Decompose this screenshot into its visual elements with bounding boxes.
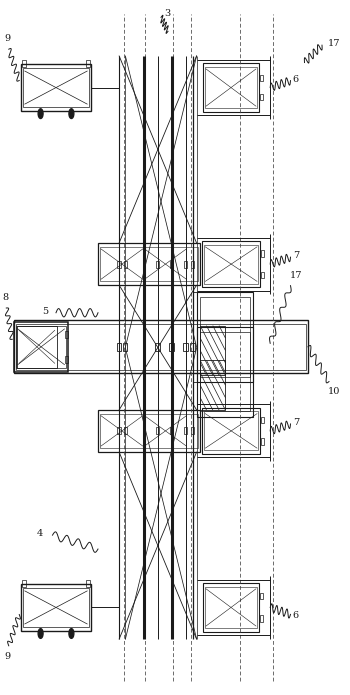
Circle shape	[69, 628, 74, 638]
Bar	[200, 326, 225, 375]
Bar	[191, 261, 194, 268]
Text: 6: 6	[293, 75, 299, 83]
Bar	[170, 427, 173, 434]
Text: 3: 3	[164, 10, 170, 18]
Bar	[86, 580, 90, 587]
Bar	[117, 261, 121, 268]
Bar	[100, 247, 198, 281]
Text: 7: 7	[293, 418, 299, 427]
Bar	[156, 427, 159, 434]
Bar	[22, 60, 26, 67]
Bar	[16, 324, 306, 370]
Bar	[205, 67, 257, 108]
Bar	[199, 297, 250, 377]
Bar	[261, 250, 264, 256]
Text: 6: 6	[293, 612, 299, 620]
Bar	[155, 343, 160, 351]
Bar	[204, 245, 258, 284]
Bar	[21, 64, 91, 111]
Text: 9: 9	[5, 34, 11, 43]
Bar	[23, 68, 89, 107]
Bar	[197, 292, 253, 382]
Bar	[22, 580, 26, 587]
Bar	[170, 261, 173, 268]
Bar	[14, 322, 68, 372]
Bar	[200, 361, 225, 410]
Bar	[202, 408, 260, 454]
Bar	[203, 63, 259, 112]
Bar	[100, 414, 198, 448]
Bar	[23, 588, 89, 627]
Bar	[17, 326, 57, 368]
Text: 7: 7	[293, 252, 299, 260]
Bar	[183, 343, 188, 351]
Bar	[260, 594, 263, 599]
Bar	[184, 261, 187, 268]
Bar	[16, 326, 66, 368]
Bar	[199, 332, 250, 411]
Bar	[65, 331, 68, 338]
Circle shape	[69, 109, 74, 119]
Bar	[117, 427, 121, 434]
Bar	[260, 95, 263, 101]
Bar	[261, 439, 264, 445]
Bar	[184, 427, 187, 434]
Text: 9: 9	[5, 652, 11, 661]
Bar	[205, 587, 257, 628]
Text: 8: 8	[2, 293, 8, 302]
Bar	[190, 343, 195, 351]
Bar	[21, 584, 91, 631]
Bar	[117, 343, 121, 351]
Circle shape	[38, 109, 43, 119]
Bar	[98, 243, 200, 285]
Bar	[14, 320, 308, 373]
Bar	[98, 410, 200, 452]
Bar	[124, 261, 127, 268]
Bar	[169, 343, 174, 351]
Text: 17: 17	[289, 271, 302, 279]
Circle shape	[38, 628, 43, 638]
Bar	[191, 427, 194, 434]
Bar	[86, 60, 90, 67]
Bar	[261, 272, 264, 278]
Bar	[260, 616, 263, 622]
Text: 4: 4	[37, 530, 43, 538]
Bar	[197, 327, 253, 417]
Bar	[260, 75, 263, 81]
Bar	[65, 356, 68, 363]
Bar	[203, 583, 259, 632]
Bar	[123, 343, 127, 351]
Bar	[261, 417, 264, 423]
Bar	[204, 411, 258, 450]
Text: 5: 5	[42, 307, 49, 316]
Bar	[202, 241, 260, 287]
Text: 10: 10	[328, 388, 341, 396]
Bar	[124, 427, 127, 434]
Bar	[156, 261, 159, 268]
Text: 17: 17	[328, 39, 341, 47]
